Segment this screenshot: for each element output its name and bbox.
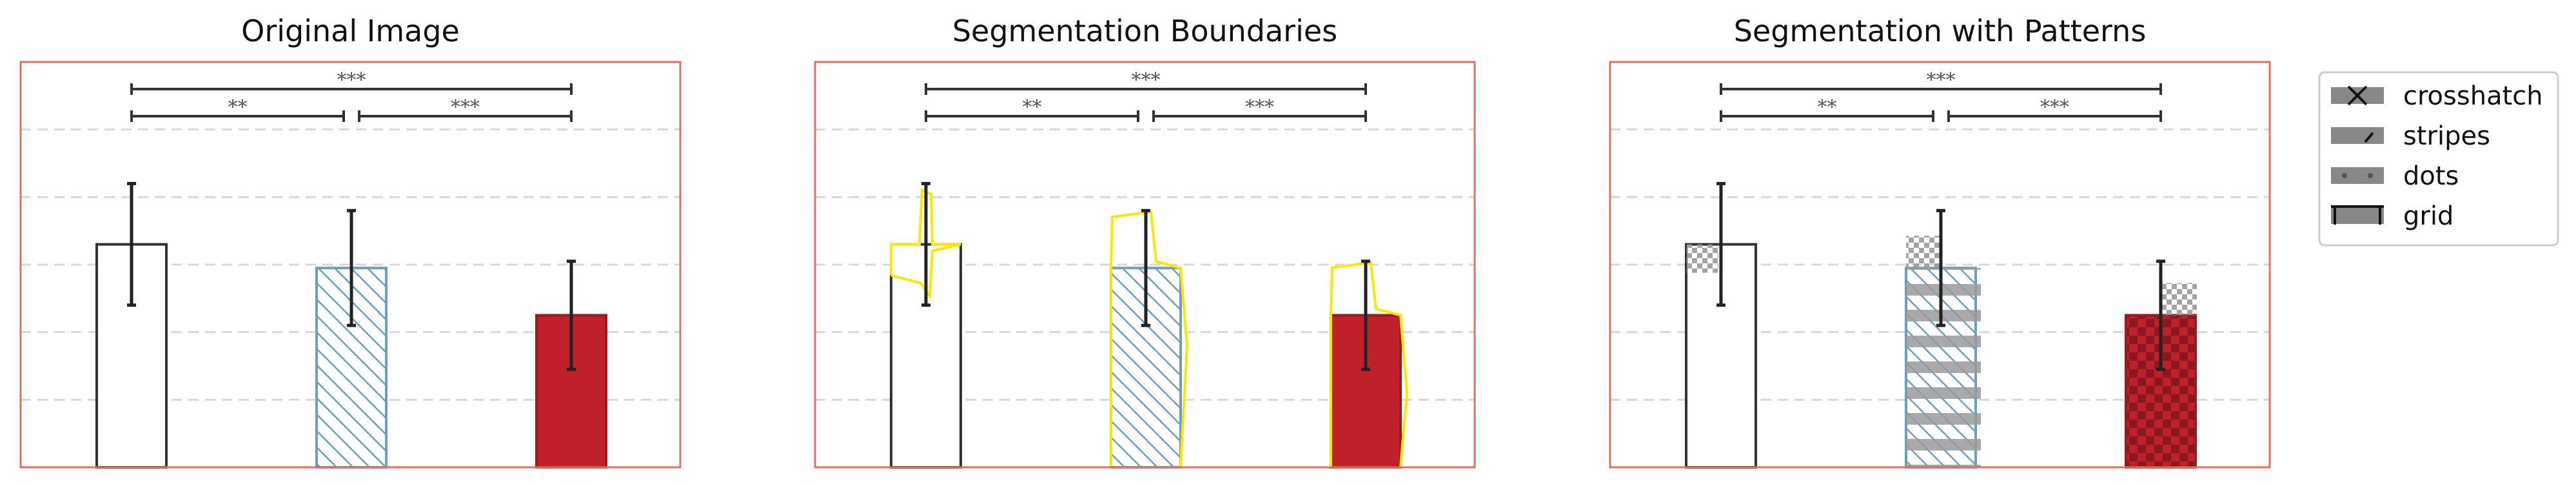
pattern-patch [1686,244,1718,273]
pattern-patch [1906,236,1942,268]
grid-icon [2331,205,2384,225]
significance-label: ** [1023,96,1042,119]
dots-icon [2342,173,2373,178]
legend: crosshatch stripes dots grid [2318,71,2559,247]
panel-frame [814,61,1476,469]
legend-label: crosshatch [2403,81,2543,111]
chart-title: Original Image [241,14,460,48]
significance-label: *** [2040,96,2069,119]
panel-frame [19,61,682,469]
cross-icon [2347,85,2368,106]
chart-panel-2: Segmentation Boundaries** ****** [814,14,1476,469]
chart-title: Segmentation Boundaries [952,14,1337,48]
legend-label: stripes [2403,121,2490,151]
legend-swatch [2331,207,2384,224]
segment-boundary [1330,261,1409,468]
chart-panel-3: Segmentation with Patterns** ****** [1609,14,2271,469]
legend-box [2318,71,2559,247]
significance-label: *** [1245,96,1274,119]
legend-swatch [2331,167,2384,184]
chart-title: Segmentation with Patterns [1734,14,2147,48]
significance-label: *** [1132,69,1161,92]
stripes-overlay [1906,268,1981,467]
chart-panel-1: Original Image** ****** [19,14,682,469]
segment-boundary [1110,210,1189,468]
significance-label: *** [337,69,366,92]
legend-label: grid [2403,201,2453,231]
panel-frame [1609,61,2271,469]
significance-label: *** [1927,69,1956,92]
slash-icon [2364,132,2374,143]
legend-label: dots [2403,161,2459,191]
pattern-patch [2161,283,2197,316]
significance-label: ** [228,96,248,119]
legend-swatch [2331,127,2384,144]
significance-label: ** [1818,96,1837,119]
significance-label: *** [451,96,480,119]
